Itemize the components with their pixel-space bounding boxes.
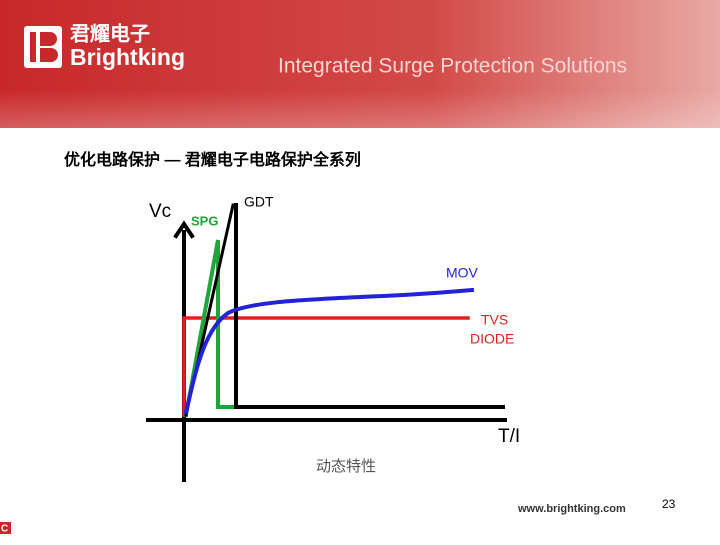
mov-curve	[183, 287, 475, 415]
gdt-curve	[234, 203, 505, 409]
logo-en: Brightking	[70, 44, 185, 70]
y-axis-label: Vc	[149, 201, 171, 222]
tvs-label: TVS	[481, 312, 508, 328]
logo-mark	[24, 26, 62, 68]
tvs-curve	[182, 316, 470, 417]
logo-shape	[40, 32, 58, 62]
website: www.brightking.com	[517, 503, 626, 515]
header-fade	[0, 90, 720, 128]
mov-label: MOV	[446, 265, 479, 281]
gdt-label: GDT	[244, 194, 274, 210]
slide-title: 优化电路保护 — 君耀电子电路保护全系列	[64, 150, 361, 169]
spg-label: SPG	[191, 213, 218, 228]
tagline: Integrated Surge Protection Solutions	[278, 55, 627, 78]
page-number: 23	[662, 497, 676, 511]
tvs-label: DIODE	[470, 331, 514, 347]
caption: 动态特性	[316, 458, 376, 475]
logo-stroke	[30, 32, 36, 62]
x-axis-label: T/I	[498, 426, 520, 447]
diagram	[146, 203, 507, 482]
y-axis-arrow	[173, 220, 195, 239]
corner-icon	[0, 522, 11, 534]
corner-icon-text: C	[1, 524, 8, 535]
logo-cn: 君耀电子	[70, 22, 150, 45]
